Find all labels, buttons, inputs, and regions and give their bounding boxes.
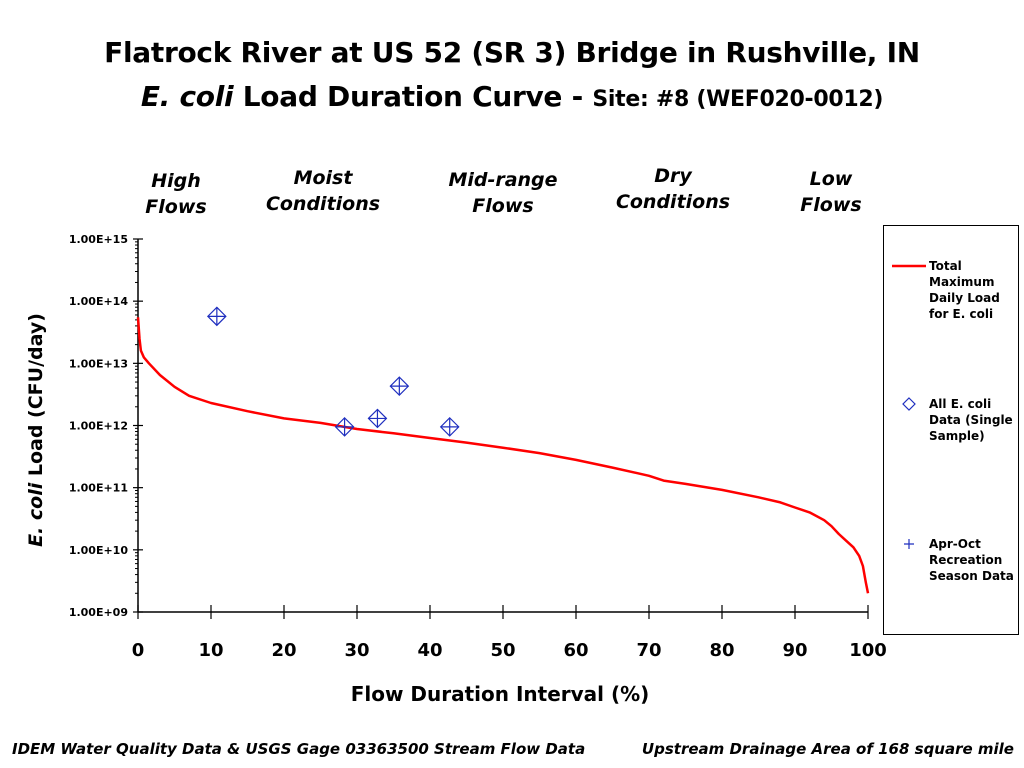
legend-diamond-swatch bbox=[902, 397, 916, 411]
legend: Total Maximum Daily Load for E. coli All… bbox=[883, 225, 1019, 635]
recreation-season-plus-marker bbox=[368, 409, 387, 428]
x-tick-label: 20 bbox=[271, 640, 296, 661]
regime-label-low-flows: Low Flows bbox=[800, 168, 862, 216]
ecoli-sample-diamond-marker bbox=[439, 417, 460, 437]
regime-label-moist-conditions: Moist Conditions bbox=[265, 167, 381, 215]
x-tick-label: 10 bbox=[198, 640, 223, 661]
y-tick-label: 1.00E+09 bbox=[69, 606, 128, 619]
y-tick-label: 1.00E+11 bbox=[69, 482, 128, 495]
x-tick-label: 70 bbox=[636, 640, 661, 661]
y-axis-label: E. coli Load (CFU/day) bbox=[25, 313, 47, 547]
x-tick-label: 40 bbox=[417, 640, 442, 661]
y-tick-label: 1.00E+12 bbox=[69, 420, 128, 433]
y-axis-label-rest: Load (CFU/day) bbox=[25, 313, 47, 483]
recreation-season-plus-marker bbox=[440, 417, 459, 436]
ecoli-sample-diamond-marker bbox=[367, 408, 388, 429]
regime-label-high-flows: High Flows bbox=[145, 170, 207, 218]
regime-label-mid-range-flows: Mid-range Flows bbox=[448, 169, 558, 217]
tmdl-curve-line bbox=[136, 317, 870, 594]
x-tick-label: 30 bbox=[344, 640, 369, 661]
legend-plus-swatch bbox=[904, 539, 914, 549]
x-tick-label: 0 bbox=[132, 640, 145, 661]
x-tick-label: 100 bbox=[849, 640, 887, 661]
subtitle-site: Site: #8 (WEF020-0012) bbox=[592, 87, 884, 112]
x-axis-label: Flow Duration Interval (%) bbox=[350, 682, 650, 706]
subtitle-main: Load Duration Curve - bbox=[233, 80, 593, 113]
chart-title: Flatrock River at US 52 (SR 3) Bridge in… bbox=[104, 36, 920, 69]
x-tick-label: 80 bbox=[709, 640, 734, 661]
y-tick-label: 1.00E+14 bbox=[69, 295, 129, 308]
legend-line-swatch bbox=[892, 264, 926, 268]
recreation-season-plus-marker bbox=[207, 307, 226, 326]
x-tick-label: 60 bbox=[563, 640, 588, 661]
regime-label-dry-conditions: Dry Conditions bbox=[615, 165, 731, 213]
y-tick-label: 1.00E+10 bbox=[69, 544, 129, 557]
x-tick-label: 90 bbox=[782, 640, 807, 661]
legend-label-all-data: All E. coli Data (Single Sample) bbox=[929, 397, 1013, 443]
recreation-season-plus-marker bbox=[390, 377, 409, 396]
ecoli-sample-diamond-marker bbox=[334, 417, 355, 437]
footer-data-source: IDEM Water Quality Data & USGS Gage 0336… bbox=[12, 740, 586, 758]
y-tick-label: 1.00E+15 bbox=[69, 233, 128, 246]
recreation-season-plus-marker bbox=[335, 417, 354, 436]
footer-drainage-area: Upstream Drainage Area of 168 square mil… bbox=[641, 740, 1014, 758]
legend-label-recreation: Apr-Oct Recreation Season Data bbox=[929, 537, 1014, 583]
y-axis-label-italic: E. coli bbox=[25, 482, 47, 547]
legend-label-tmdl: Total Maximum Daily Load for E. coli bbox=[929, 259, 1000, 321]
chart-subtitle: E. coli Load Duration Curve - Site: #8 (… bbox=[0, 80, 1024, 113]
subtitle-ecoli: E. coli bbox=[140, 80, 234, 113]
x-tick-label: 50 bbox=[490, 640, 515, 661]
y-tick-label: 1.00E+13 bbox=[69, 357, 128, 370]
